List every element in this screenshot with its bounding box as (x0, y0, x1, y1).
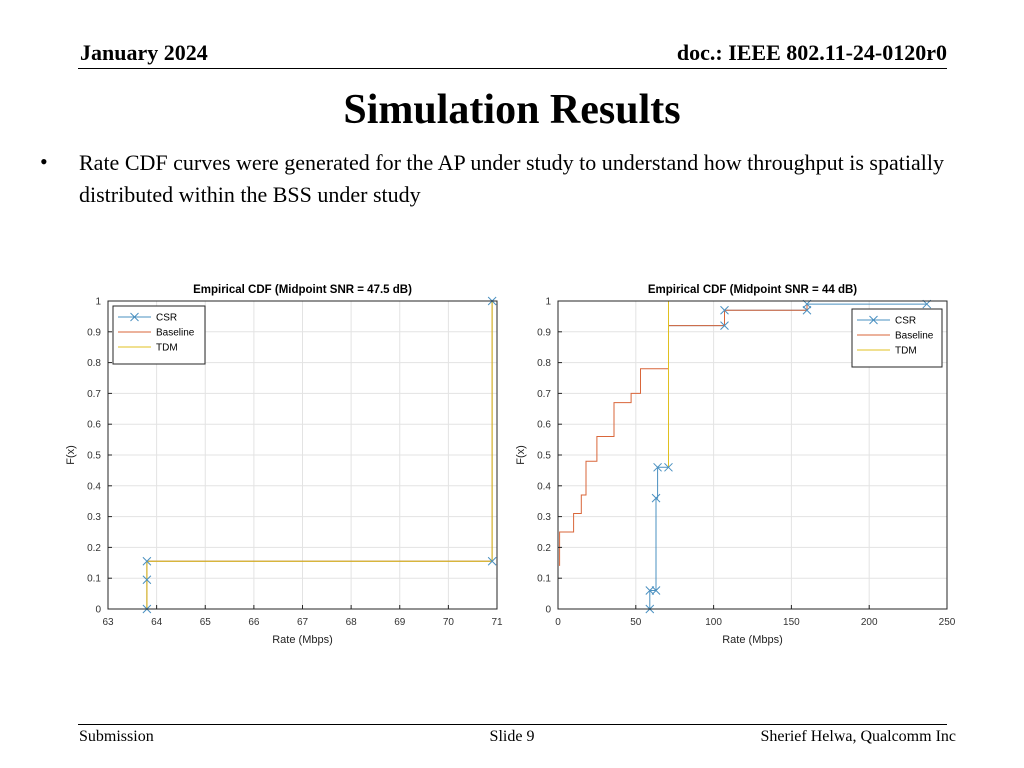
x-tick-label: 100 (705, 617, 722, 628)
legend: CSR Baseline TDM (112, 305, 206, 365)
y-tick-label: 0.6 (87, 420, 101, 431)
x-axis-label: Rate (Mbps) (272, 634, 333, 646)
y-tick-label: 0 (95, 605, 101, 616)
y-tick-label: 0.3 (537, 512, 551, 523)
x-tick-label: 71 (491, 617, 503, 628)
y-tick-label: 0.6 (537, 420, 551, 431)
y-tick-label: 0.4 (87, 481, 101, 492)
legend-label-csr: CSR (895, 316, 916, 327)
footer-rule (78, 724, 947, 725)
x-tick-label: 67 (297, 617, 309, 628)
x-tick-label: 64 (151, 617, 163, 628)
legend-marker-csr (869, 315, 878, 325)
x-tick-label: 63 (102, 617, 114, 628)
footer-submission: Submission (79, 728, 154, 745)
y-tick-label: 0.8 (87, 358, 101, 369)
x-tick-label: 250 (939, 617, 956, 628)
x-tick-label: 70 (443, 617, 455, 628)
x-tick-label: 200 (861, 617, 878, 628)
legend: CSR Baseline TDM (851, 308, 943, 368)
x-tick-label: 69 (394, 617, 406, 628)
y-tick-label: 0.1 (87, 574, 101, 585)
bullet-marker: • (40, 149, 48, 174)
footer-slide-number: Slide 9 (489, 728, 535, 745)
data-point-csr (720, 321, 729, 330)
y-tick-label: 1 (95, 297, 101, 308)
chart-title: Empirical CDF (Midpoint SNR = 47.5 dB) (193, 284, 412, 296)
y-tick-label: 0.4 (537, 481, 551, 492)
data-point-csr (651, 493, 661, 503)
legend-box (112, 305, 206, 365)
legend-label-csr: CSR (156, 313, 177, 324)
x-tick-label: 65 (200, 617, 212, 628)
x-axis-label: Rate (Mbps) (722, 634, 783, 646)
legend-label-tdm: TDM (895, 346, 917, 357)
y-tick-label: 0.9 (537, 327, 551, 338)
y-tick-label: 0.2 (537, 543, 551, 554)
data-point-csr (802, 305, 812, 315)
x-tick-label: 0 (555, 617, 561, 628)
y-tick-label: 0 (545, 605, 551, 616)
y-tick-label: 0.7 (87, 389, 101, 400)
slide-title: Simulation Results (343, 87, 681, 133)
y-tick-label: 0.1 (537, 574, 551, 585)
y-axis-label: F(x) (515, 445, 527, 465)
header-rule (78, 68, 947, 69)
series-line-tdm (146, 301, 493, 609)
y-tick-label: 0.5 (87, 451, 101, 462)
y-tick-label: 0.2 (87, 543, 101, 554)
x-tick-label: 50 (630, 617, 642, 628)
bullet-text: Rate CDF curves were generated for the A… (79, 150, 944, 207)
footer-author: Sherief Helwa, Qualcomm Inc (760, 728, 956, 745)
chart-title: Empirical CDF (Midpoint SNR = 44 dB) (648, 284, 857, 296)
y-tick-label: 0.7 (537, 389, 551, 400)
legend-label-tdm: TDM (156, 343, 178, 354)
y-axis-label: F(x) (65, 445, 77, 465)
y-tick-label: 0.5 (537, 451, 551, 462)
data-point-csr (142, 575, 152, 585)
x-tick-label: 68 (346, 617, 358, 628)
legend-label-baseline: Baseline (895, 331, 934, 342)
data-point-csr (651, 586, 661, 595)
series-line-baseline (559, 304, 808, 566)
data-point-csr (142, 556, 152, 566)
cdf-chart-snr-47-5: 63 64 65 66 67 68 69 70 71 0 0.1 0.2 0.3 0.4 0.5 0.6 0.7… (65, 284, 503, 646)
x-tick-label: 150 (783, 617, 800, 628)
header-doc-id: doc.: IEEE 802.11-24-0120r0 (676, 40, 947, 65)
y-tick-label: 0.9 (87, 327, 101, 338)
legend-box (851, 308, 943, 368)
y-tick-label: 1 (545, 297, 551, 308)
data-point-csr (645, 586, 655, 595)
x-tick-label: 66 (248, 617, 260, 628)
legend-marker-csr (130, 312, 139, 322)
data-point-csr (720, 305, 729, 315)
cdf-chart-snr-44: 0 50 100 150 200 250 0 0.1 0.2 0.3 0.4 0.5 0.6 0.7 0.8… (515, 284, 956, 646)
data-point-csr (664, 462, 673, 472)
legend-label-baseline: Baseline (156, 328, 195, 339)
header-date: January 2024 (80, 40, 208, 65)
y-tick-label: 0.8 (537, 358, 551, 369)
data-point-csr (487, 556, 497, 566)
data-point-csr (653, 462, 662, 472)
y-tick-label: 0.3 (87, 512, 101, 523)
